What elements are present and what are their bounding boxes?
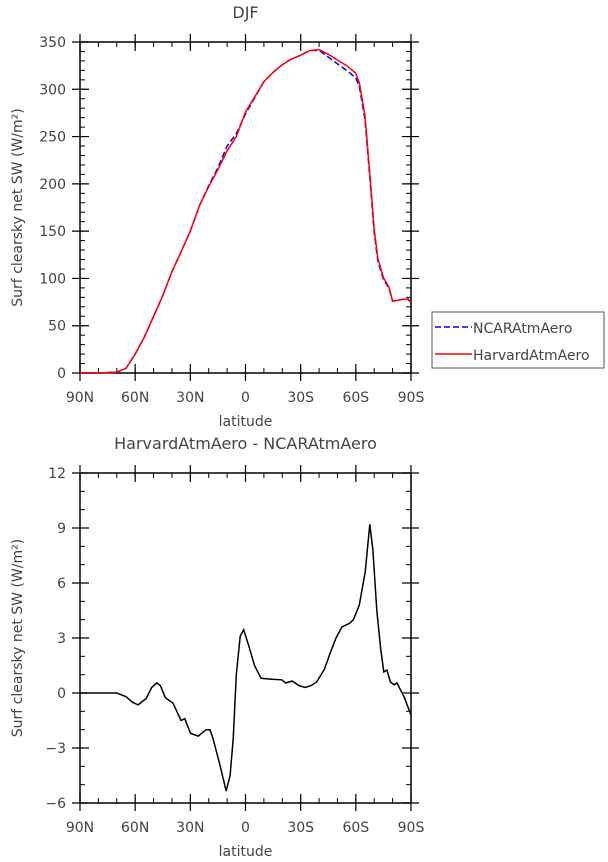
y-tick-label: 0 [57, 366, 66, 382]
chart-title: DJF [232, 3, 258, 22]
y-tick-label: −6 [45, 796, 66, 812]
y-tick-label: 350 [39, 35, 66, 51]
y-tick-label: 12 [48, 466, 66, 482]
x-tick-label: 30S [287, 390, 314, 406]
x-axis-label: latitude [219, 844, 273, 860]
legend: NCARAtmAero HarvardAtmAero [431, 311, 605, 369]
x-tick-label: 90N [66, 390, 94, 406]
x-tick-label: 0 [241, 820, 250, 836]
y-tick-label: −3 [45, 741, 66, 757]
plot-frame [79, 41, 412, 374]
y-tick-label: 300 [39, 82, 66, 98]
x-tick-label: 60S [342, 820, 369, 836]
x-tick-label: 60N [121, 820, 149, 836]
x-tick-label: 90S [398, 390, 425, 406]
y-tick-label: 200 [39, 177, 66, 193]
x-tick-label: 90N [66, 820, 94, 836]
legend-label: HarvardAtmAero [473, 348, 590, 364]
y-axis-label: Surf clearsky net SW (W/m²) [10, 539, 26, 737]
y-tick-label: 0 [57, 686, 66, 702]
y-tick-label: 6 [57, 576, 66, 592]
plot-frame [79, 472, 412, 804]
x-tick-label: 0 [241, 390, 250, 406]
x-tick-label: 30N [176, 820, 204, 836]
x-tick-label: 60N [121, 390, 149, 406]
x-tick-label: 60S [342, 390, 369, 406]
y-axis-label: Surf clearsky net SW (W/m²) [10, 108, 26, 306]
y-tick-label: 150 [39, 224, 66, 240]
chart-title: HarvardAtmAero - NCARAtmAero [114, 434, 377, 453]
series-line-difference [80, 524, 412, 792]
chart-1: 90N 60N 30N 0 30S 60S 90S 0 50 100 150 200 250 300 350… [10, 3, 605, 430]
y-tick-label: 250 [39, 130, 66, 146]
x-axis-label: latitude [219, 414, 273, 430]
series-line-harvardatmaero [80, 48, 412, 374]
x-tick-label: 30S [287, 820, 314, 836]
y-tick-label: 3 [57, 631, 66, 647]
x-tick-label: 30N [176, 390, 204, 406]
legend-label: NCARAtmAero [473, 321, 572, 337]
y-tick-label: 9 [57, 521, 66, 537]
legend-box [431, 311, 605, 369]
x-tick-label: 90S [398, 820, 425, 836]
y-tick-label: 100 [39, 271, 66, 287]
chart-2: 90N 60N 30N 0 30S 60S 90S −6 −3 0 3 6 9 12 HarvardAtmA… [10, 434, 424, 860]
y-tick-label: 50 [48, 319, 66, 335]
